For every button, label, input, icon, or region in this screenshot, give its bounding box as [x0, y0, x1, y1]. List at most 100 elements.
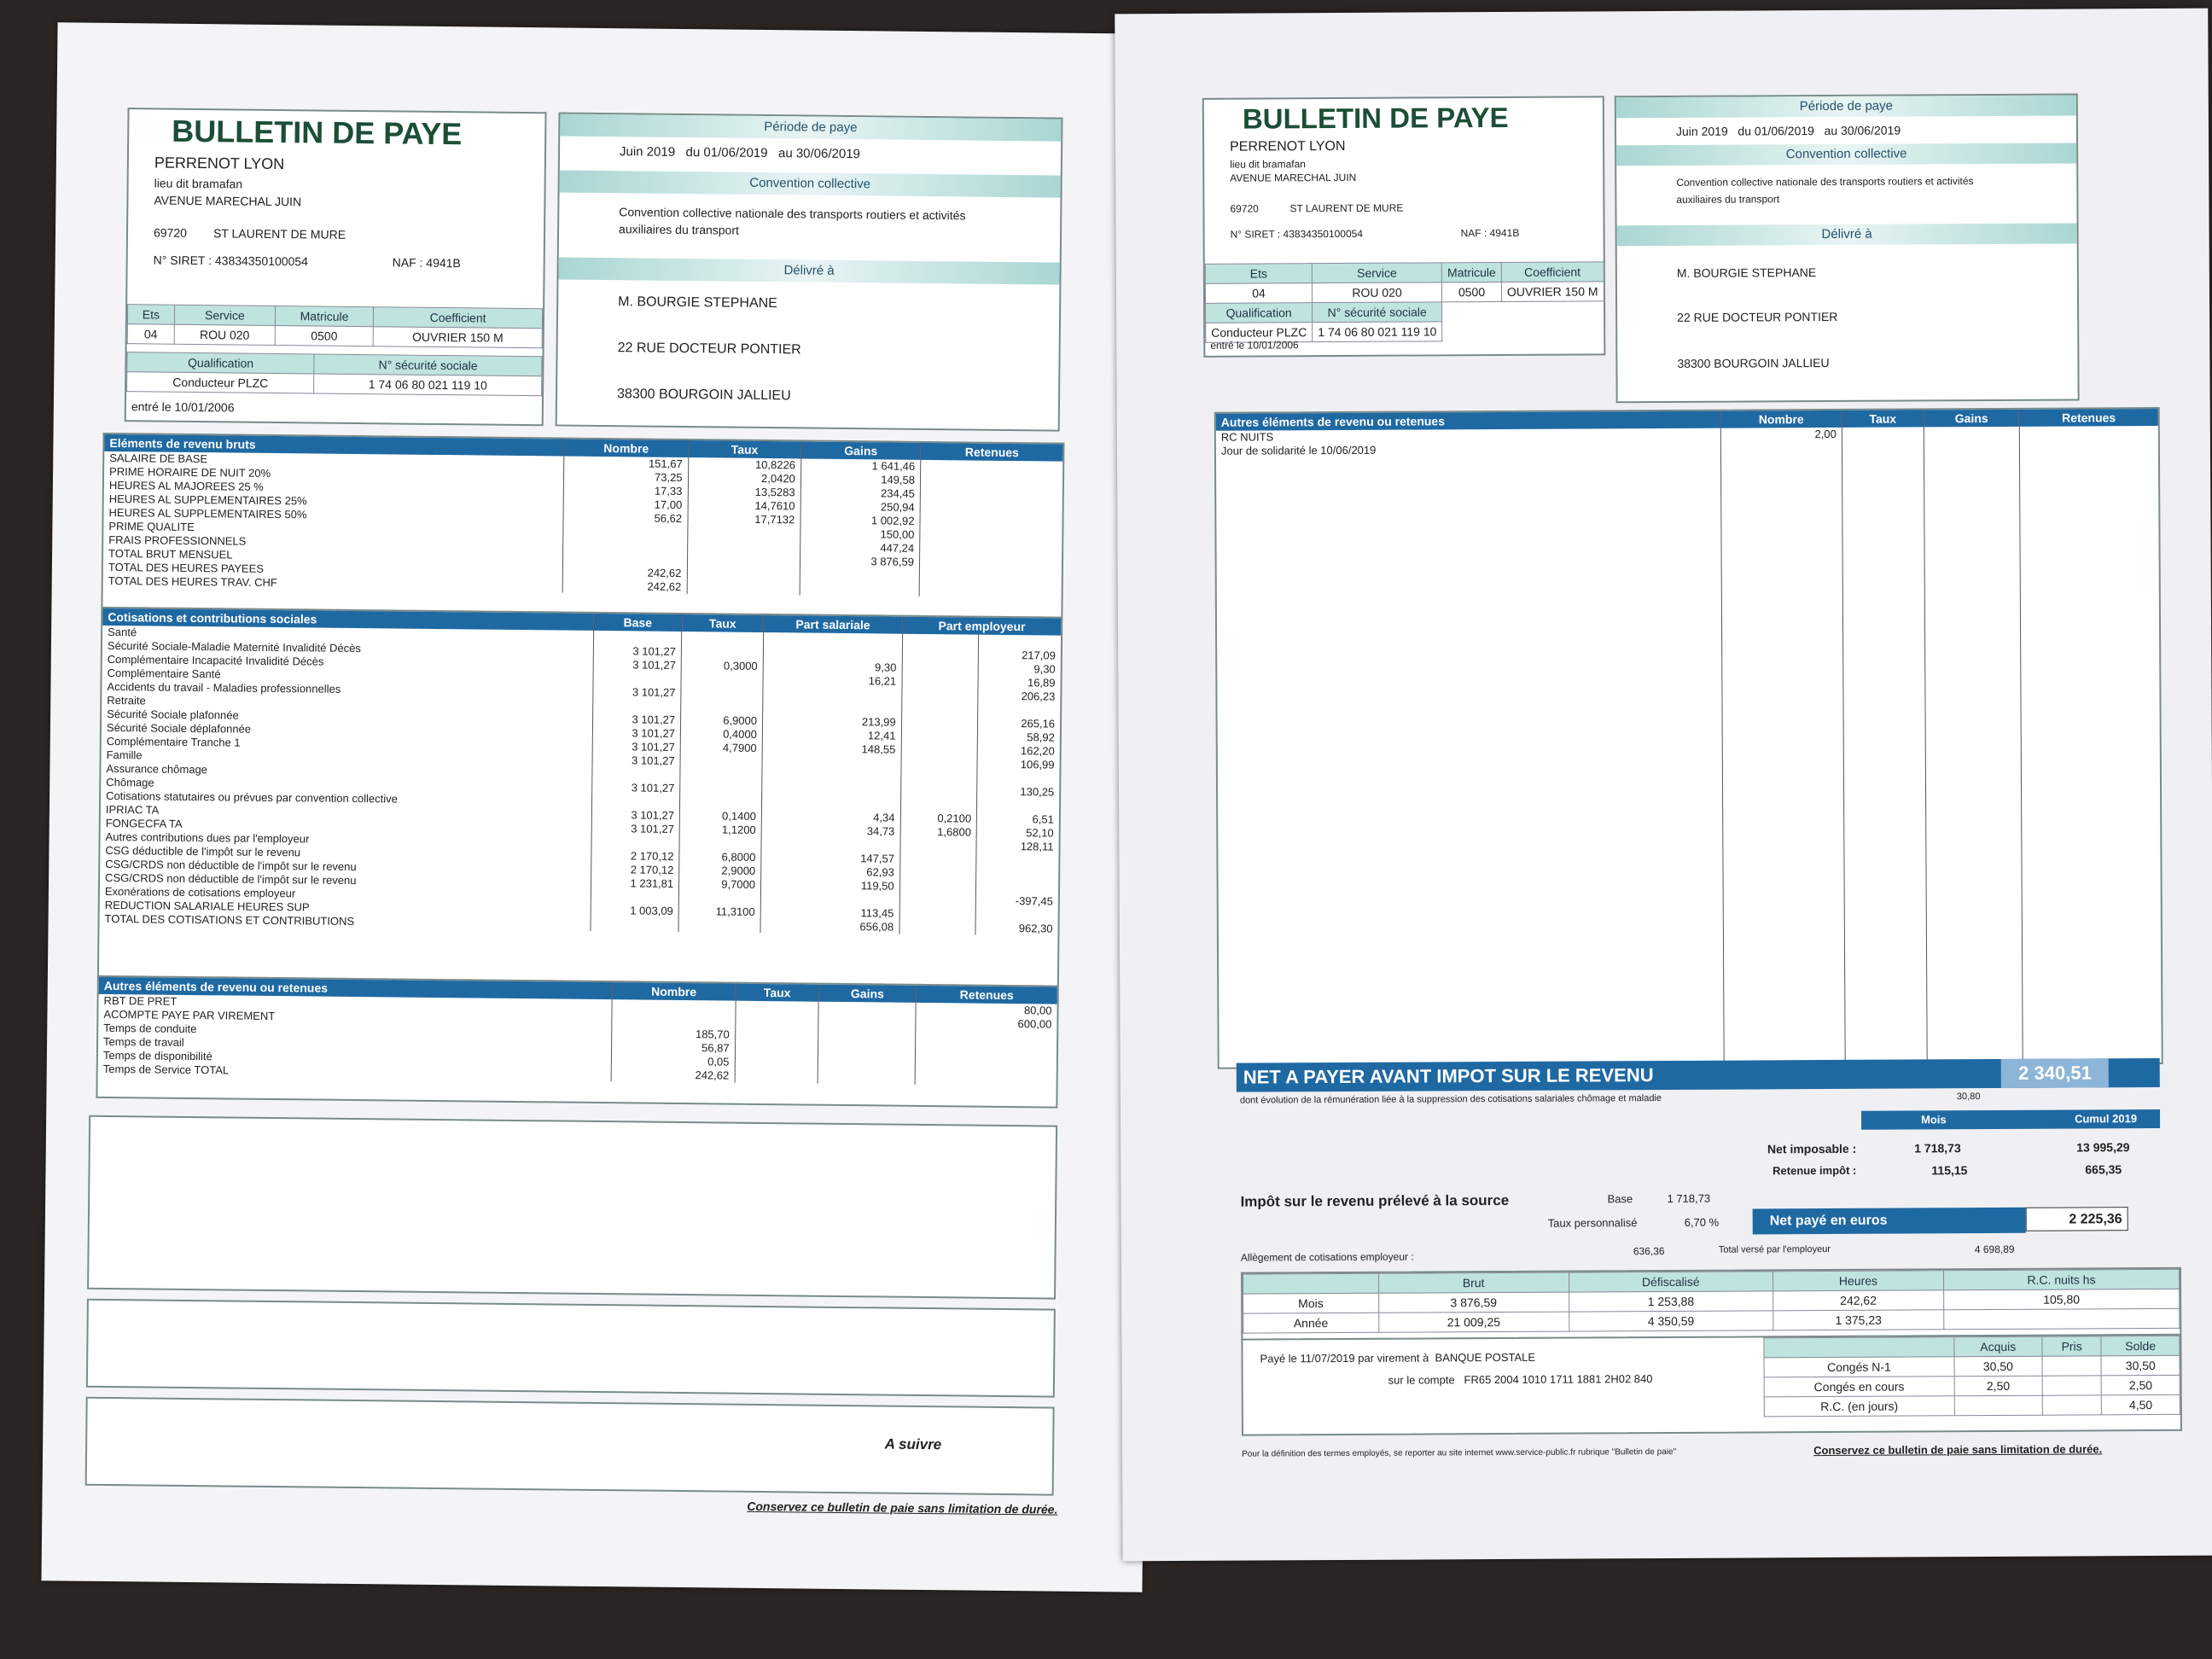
cell: Congés N-1 [1764, 1356, 1954, 1377]
cell: 1 74 06 80 021 119 10 [313, 373, 542, 396]
cell [678, 917, 761, 933]
cell [591, 835, 680, 850]
cell: 6,8000 [678, 849, 761, 864]
cell: 12,41 [762, 727, 902, 743]
cell: 656,08 [760, 918, 899, 934]
payment-line: sur le compte FR65 2004 1010 1711 1881 2… [1388, 1372, 1653, 1387]
gross-table: Eléments de revenu bruts Nombre Taux Gains R… [103, 434, 1063, 598]
column-header: Brut [1378, 1272, 1569, 1294]
cell [1943, 1308, 2180, 1330]
cell [680, 754, 763, 769]
cell: 1,6800 [899, 824, 977, 840]
cell [818, 1042, 916, 1057]
cell [901, 715, 978, 731]
cell: 162,20 [977, 743, 1060, 759]
cell: 1,1200 [679, 822, 762, 837]
column-header: Retenues [916, 985, 1057, 1004]
cell: 10,8226 [688, 457, 801, 473]
cell: 13,5283 [687, 485, 801, 500]
column-header: Taux [688, 440, 801, 459]
blank-box [87, 1115, 1058, 1300]
definitions: Pour la définition des termes employés, … [1242, 1447, 1677, 1459]
cell [735, 1041, 818, 1057]
employer-box: BULLETIN DE PAYE PERRENOT LYON lieu dit … [1202, 96, 1606, 358]
cell [920, 500, 1062, 516]
cell [818, 1028, 916, 1044]
cell [799, 581, 920, 597]
cell: ROU 020 [1312, 282, 1442, 303]
doc-title: BULLETIN DE PAYE [1242, 101, 1509, 135]
table-row: Congés en cours 2,50 2,50 [1764, 1375, 2180, 1397]
cell [593, 630, 682, 645]
cell [761, 795, 901, 812]
employer-box: BULLETIN DE PAYE PERRENOT LYON lieu dit … [124, 108, 547, 427]
employee-city: 38300 BOURGOIN JALLIEU [616, 387, 791, 404]
payment-line: Payé le 11/07/2019 par virement à BANQUE… [1260, 1350, 1536, 1365]
cell [919, 527, 1062, 544]
cell [734, 1068, 818, 1084]
contrib-table: Cotisations et contributions sociales Bas… [100, 608, 1062, 936]
cell: 6,9000 [680, 713, 763, 728]
cell [735, 1014, 819, 1029]
cell [899, 852, 977, 867]
cell: 1 375,23 [1773, 1309, 1944, 1330]
siret: N° SIRET : 43834350100054 [153, 253, 309, 269]
cell [920, 459, 1063, 475]
cell: 149,58 [800, 472, 921, 487]
cell: 3 101,27 [591, 807, 680, 823]
cell: 04 [127, 323, 175, 345]
siret: N° SIRET : 43834350100054 [1230, 227, 1364, 241]
withheld-month: 115,15 [1931, 1163, 1968, 1178]
cumul-table: Brut Défiscalisé Heures R.C. nuits hs Mois 3… [1243, 1269, 2180, 1334]
cell [901, 674, 979, 690]
cell [686, 567, 800, 582]
cell [900, 783, 978, 799]
column-header: R.C. nuits hs [1943, 1269, 2180, 1290]
cell: 2,0420 [687, 471, 801, 486]
cell [919, 541, 1062, 557]
corner [1243, 1273, 1379, 1295]
cell [2042, 1375, 2102, 1396]
col-header: Cumul 2019 [2075, 1112, 2138, 1126]
withheld-cumul: 665,35 [2085, 1162, 2122, 1177]
base: 1 718,73 [1667, 1191, 1711, 1205]
cell: 150,00 [800, 527, 920, 542]
cell [1924, 426, 2020, 441]
cell [1842, 454, 1928, 1061]
cell [975, 866, 1059, 882]
keep-notice: Conservez ce bulletin de paie sans limit… [747, 1499, 1058, 1516]
period-label: Période de paye [1615, 95, 2076, 119]
cell [1924, 453, 2023, 1061]
payslip-page-1: BULLETIN DE PAYE PERRENOT LYON lieu dit … [41, 22, 1159, 1592]
cell: 2 170,12 [591, 862, 679, 877]
employer-total: 4 698,89 [1974, 1243, 2015, 1256]
cell: Conducteur PLZC [126, 371, 315, 393]
cell [591, 889, 679, 905]
cell: 80,00 [915, 1002, 1057, 1018]
cell [818, 1001, 917, 1016]
cell: 2,9000 [678, 863, 761, 878]
cell [818, 1015, 916, 1030]
employee-table: Ets Service Matricule Coefficient 04 ROU 020… [127, 304, 543, 348]
cell: 21 009,25 [1378, 1312, 1569, 1333]
cell: 17,33 [563, 483, 688, 499]
column-header: N° sécurité sociale [314, 353, 543, 376]
column-header: Retenues [2019, 408, 2158, 427]
cell [920, 473, 1063, 489]
net-paid: 2 225,36 [2025, 1207, 2128, 1231]
cell [1842, 427, 1924, 441]
cell: 16,21 [762, 672, 902, 689]
column-header: Défiscalisé [1569, 1271, 1773, 1293]
cell [901, 647, 979, 662]
column-header: Ets [127, 304, 175, 325]
column-header: Ets [1205, 263, 1313, 284]
cell [680, 699, 763, 714]
cell [734, 1055, 818, 1070]
column-header: Taux [1842, 410, 1924, 428]
cell: 105,80 [1943, 1289, 2180, 1310]
column-header: Part salariale [763, 614, 903, 634]
evolution-label: dont évolution de la rémunération liée à… [1239, 1093, 1662, 1106]
cell [800, 568, 920, 583]
column-header: Pris [2041, 1336, 2102, 1357]
cell [760, 891, 900, 907]
